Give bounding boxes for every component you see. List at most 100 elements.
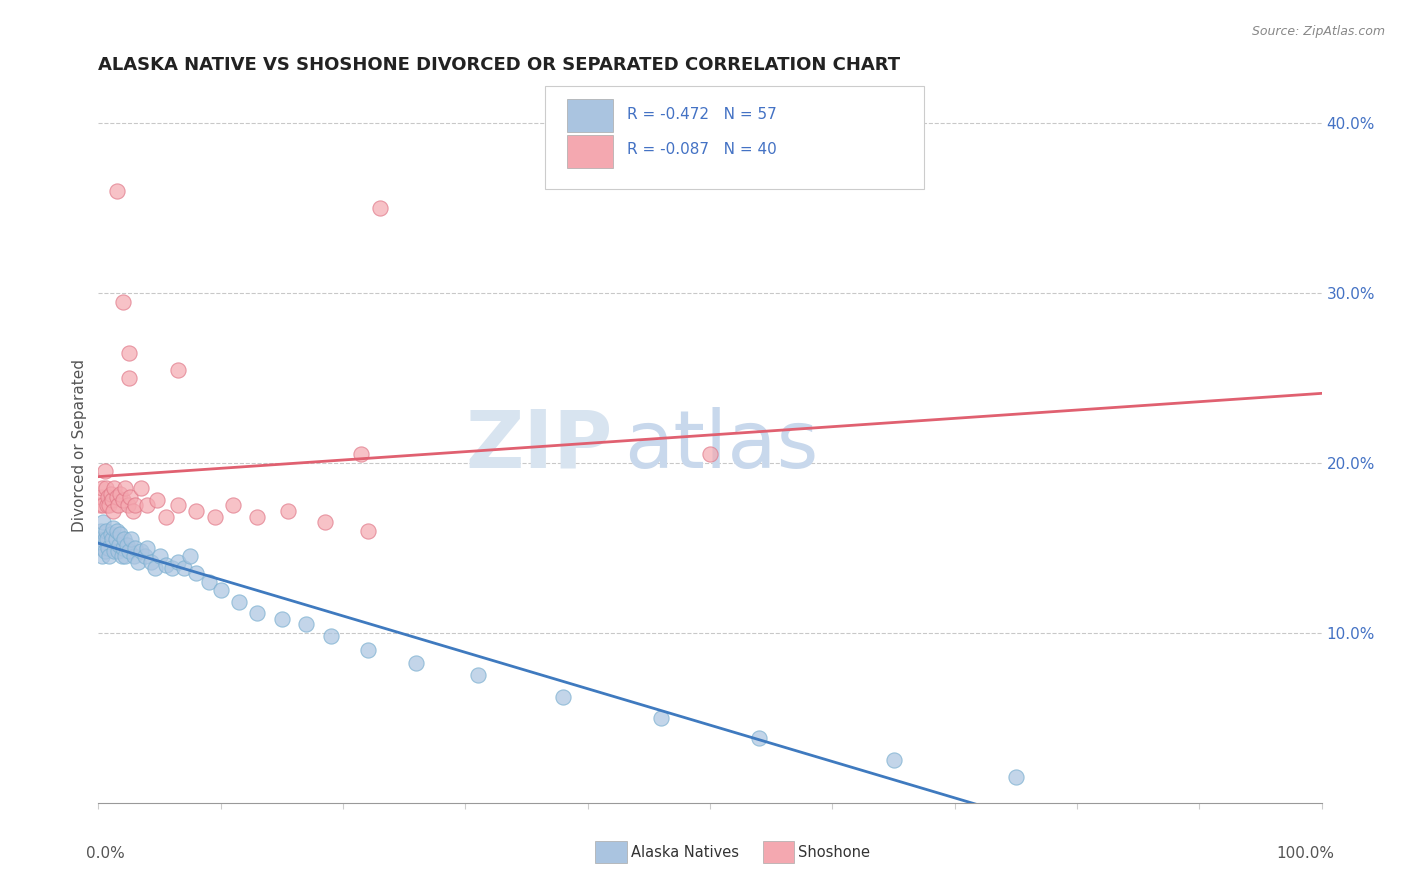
Text: Alaska Natives: Alaska Natives [630, 845, 738, 860]
Point [186, 503, 208, 517]
Point [97, 541, 120, 555]
Text: R = -0.472   N = 57: R = -0.472 N = 57 [627, 107, 776, 121]
Point [129, 482, 152, 496]
Point [105, 524, 128, 538]
Point [124, 541, 146, 555]
Text: R = -0.087   N = 40: R = -0.087 N = 40 [627, 143, 776, 157]
Point [319, 629, 342, 643]
Point [91, 482, 114, 496]
Point [127, 555, 149, 569]
Point [883, 753, 905, 767]
Point [94, 524, 117, 538]
Point [114, 549, 136, 564]
Point [167, 555, 190, 569]
Y-axis label: Divorced or Separated: Divorced or Separated [72, 359, 87, 533]
Point [143, 561, 166, 575]
Point [107, 544, 129, 558]
Point [118, 345, 141, 359]
Point [89, 533, 111, 547]
Point [314, 516, 336, 530]
Point [89, 499, 111, 513]
Point [209, 583, 232, 598]
Point [91, 516, 114, 530]
Point [100, 527, 122, 541]
Point [103, 544, 125, 558]
FancyBboxPatch shape [762, 840, 794, 863]
Point [103, 482, 125, 496]
Point [368, 201, 391, 215]
Point [111, 549, 134, 564]
Point [115, 537, 138, 551]
Point [136, 541, 159, 555]
Point [120, 533, 142, 547]
Point [101, 520, 124, 534]
Point [91, 549, 114, 564]
Point [155, 510, 177, 524]
Point [173, 561, 195, 575]
Point [96, 499, 118, 513]
Point [111, 294, 134, 309]
Point [112, 533, 135, 547]
Point [246, 606, 269, 620]
Point [405, 657, 427, 671]
Point [97, 490, 120, 504]
FancyBboxPatch shape [546, 86, 924, 189]
Point [90, 490, 112, 504]
Point [160, 561, 183, 575]
FancyBboxPatch shape [595, 840, 627, 863]
Text: ALASKA NATIVE VS SHOSHONE DIVORCED OR SEPARATED CORRELATION CHART: ALASKA NATIVE VS SHOSHONE DIVORCED OR SE… [98, 56, 901, 74]
Point [98, 499, 121, 513]
Point [129, 544, 152, 558]
Point [118, 371, 141, 385]
Point [120, 490, 142, 504]
Point [295, 617, 318, 632]
Point [204, 510, 226, 524]
Point [93, 533, 115, 547]
Point [222, 499, 245, 513]
Point [93, 544, 115, 558]
Point [108, 537, 131, 551]
Point [90, 524, 112, 538]
Point [101, 503, 124, 517]
Point [246, 510, 269, 524]
Point [105, 184, 128, 198]
Point [146, 493, 169, 508]
Point [118, 544, 141, 558]
Point [553, 690, 575, 705]
Point [356, 643, 378, 657]
Point [121, 503, 143, 517]
Point [270, 612, 294, 626]
Point [111, 493, 134, 508]
Point [350, 448, 373, 462]
Point [101, 533, 124, 547]
Point [111, 541, 134, 555]
Point [179, 549, 201, 564]
FancyBboxPatch shape [567, 99, 613, 132]
Point [228, 595, 250, 609]
Point [139, 555, 162, 569]
Point [167, 362, 190, 376]
Text: Shoshone: Shoshone [799, 845, 870, 860]
Point [124, 499, 146, 513]
Point [110, 527, 132, 541]
Point [186, 566, 208, 581]
Point [100, 486, 122, 500]
Point [467, 668, 489, 682]
Point [105, 490, 128, 504]
Point [699, 448, 721, 462]
Point [93, 465, 115, 479]
Text: Source: ZipAtlas.com: Source: ZipAtlas.com [1251, 25, 1385, 38]
Point [155, 558, 177, 572]
Point [277, 503, 299, 517]
Point [748, 731, 770, 746]
Point [91, 541, 114, 555]
Point [107, 499, 129, 513]
Point [197, 574, 219, 589]
Point [136, 499, 159, 513]
Point [91, 499, 114, 513]
Point [149, 549, 172, 564]
Point [122, 549, 145, 564]
Text: ZIP: ZIP [465, 407, 612, 485]
Point [96, 533, 118, 547]
Point [134, 549, 156, 564]
